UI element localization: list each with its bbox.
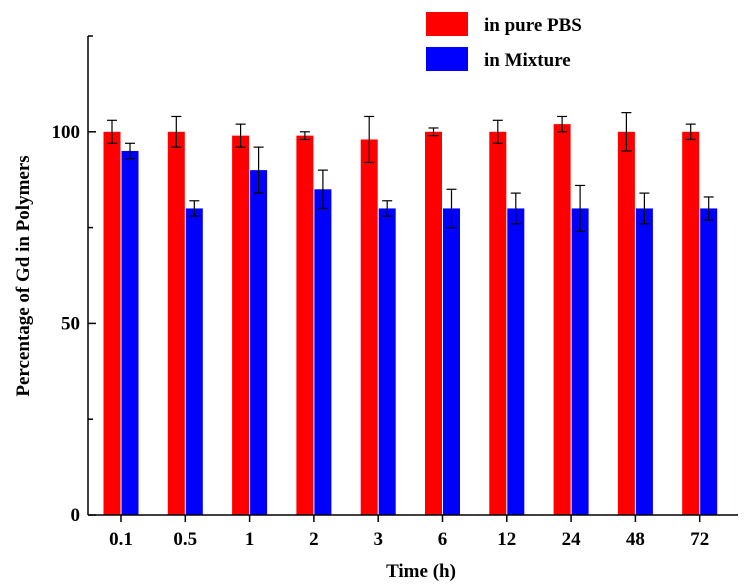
x-tick-label: 1 bbox=[245, 529, 255, 550]
error-bars-layer bbox=[107, 112, 714, 233]
bar-pure-pbs bbox=[232, 135, 250, 515]
bar-pure-pbs bbox=[553, 124, 571, 516]
x-tick-label: 6 bbox=[438, 529, 448, 550]
x-axis-title: Time (h) bbox=[386, 561, 456, 582]
x-tick-label: 12 bbox=[497, 529, 516, 550]
y-tick-label: 100 bbox=[52, 122, 81, 143]
bar-pure-pbs bbox=[167, 131, 185, 516]
legend: in pure PBS in Mixture bbox=[426, 12, 582, 71]
bar-mixture bbox=[635, 208, 653, 515]
bar-pure-pbs bbox=[682, 131, 700, 516]
bar-mixture bbox=[314, 189, 332, 515]
bar-pure-pbs bbox=[296, 135, 314, 515]
x-tick-label: 72 bbox=[690, 529, 709, 550]
bar-mixture bbox=[250, 170, 268, 515]
bars-layer bbox=[103, 124, 718, 516]
bar-mixture bbox=[121, 150, 139, 515]
y-axis-title: Percentage of Gd in Polymers bbox=[13, 155, 34, 396]
bar-pure-pbs bbox=[617, 131, 635, 516]
bar-mixture bbox=[700, 208, 718, 515]
bar-mixture bbox=[185, 208, 203, 515]
x-tick-label: 3 bbox=[373, 529, 383, 550]
x-tick-label: 2 bbox=[309, 529, 319, 550]
x-tick-label: 48 bbox=[626, 529, 645, 550]
x-ticks: 0.1 0.5 1 2 3 6 12 24 48 72 bbox=[109, 515, 709, 550]
bar-pure-pbs bbox=[425, 131, 442, 516]
y-tick-label: 0 bbox=[71, 505, 81, 526]
bar-mixture bbox=[443, 208, 460, 515]
bar-pure-pbs bbox=[489, 131, 507, 516]
bar-mixture bbox=[507, 208, 525, 515]
legend-label-pure-pbs: in pure PBS bbox=[484, 15, 582, 36]
y-tick-label: 50 bbox=[61, 313, 80, 334]
bar-mixture bbox=[571, 208, 589, 515]
bar-mixture bbox=[378, 208, 396, 515]
legend-label-mixture: in Mixture bbox=[484, 50, 571, 71]
y-ticks: 0 50 100 bbox=[52, 35, 96, 526]
bar-pure-pbs bbox=[360, 139, 378, 516]
x-tick-label: 0.1 bbox=[109, 529, 133, 550]
legend-swatch-mixture bbox=[426, 47, 468, 71]
x-tick-label: 0.5 bbox=[173, 529, 197, 550]
legend-swatch-pure-pbs bbox=[426, 12, 468, 36]
x-tick-label: 24 bbox=[562, 529, 582, 550]
bar-pure-pbs bbox=[103, 131, 121, 516]
